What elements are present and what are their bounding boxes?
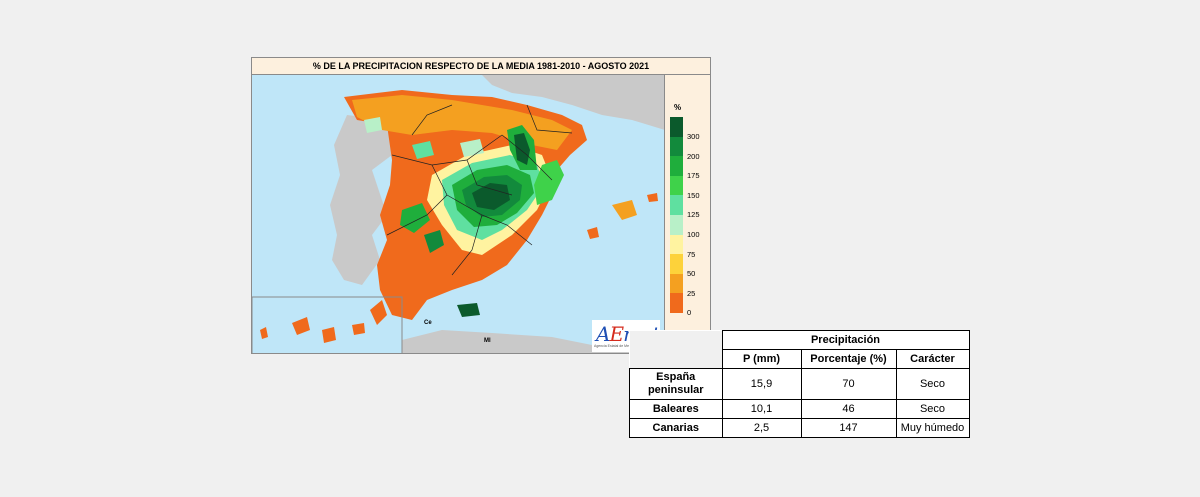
region-borders <box>386 104 573 276</box>
pct-cell: 46 <box>800 399 897 419</box>
n-wet <box>412 141 434 159</box>
label-melilla: Ml <box>484 338 491 344</box>
legend-swatch <box>670 136 683 157</box>
west-wet-2 <box>424 230 444 253</box>
france-land <box>482 75 665 130</box>
label-ceuta: Ce <box>424 320 432 326</box>
legend-label: 50 <box>687 269 696 279</box>
pct-cell: 147 <box>800 418 897 438</box>
canary-islands <box>260 300 387 343</box>
p-cell: 10,1 <box>721 399 802 419</box>
legend-label: 175 <box>687 171 700 181</box>
region-cell: Canarias <box>629 418 723 438</box>
band-300 <box>472 183 510 210</box>
portugal-land <box>330 115 392 285</box>
legend-swatch <box>670 156 683 176</box>
p-cell: 2,5 <box>721 418 802 438</box>
legend-unit: % <box>674 103 682 112</box>
col-p: P (mm) <box>721 349 802 369</box>
table-row: España peninsular 15,9 70 Seco <box>629 368 970 400</box>
canary-inset <box>252 296 403 353</box>
table-row: Canarias 2,5 147 Muy húmedo <box>629 418 970 438</box>
legend-swatch <box>670 215 683 235</box>
legend-label: 75 <box>687 249 696 259</box>
precipitation-table: Precipitación P (mm) Porcentaje (%) Cará… <box>629 330 970 438</box>
map-legend: % 300 200 175 150 125 100 75 50 25 0 <box>664 75 710 353</box>
character-cell: Seco <box>895 399 970 419</box>
nw-wet <box>364 117 382 133</box>
corsica-land <box>642 80 662 115</box>
pct-cell: 70 <box>800 368 897 400</box>
east-wet <box>534 160 564 205</box>
legend-label: 0 <box>687 308 692 318</box>
legend-label: 25 <box>687 288 696 298</box>
col-character: Carácter <box>895 349 970 369</box>
precipitation-map: % DE LA PRECIPITACION RESPECTO DE LA MED… <box>251 57 711 354</box>
mallorca <box>612 200 637 220</box>
legend-swatch <box>670 234 683 255</box>
ibiza <box>587 227 599 239</box>
group-header: Precipitación <box>721 330 970 350</box>
legend-label: 100 <box>687 230 700 239</box>
west-wet-1 <box>400 203 430 233</box>
map-canvas <box>252 75 665 353</box>
legend-swatch <box>670 175 683 196</box>
character-cell: Seco <box>895 368 970 400</box>
character-cell: Muy húmedo <box>895 418 970 438</box>
south-wet <box>457 303 480 317</box>
legend-swatch <box>670 273 683 294</box>
region-cell: España peninsular <box>629 368 723 400</box>
legend-swatch <box>670 195 683 215</box>
col-pct: Porcentaje (%) <box>800 349 897 369</box>
legend-swatch <box>670 254 683 274</box>
legend-label: 300 <box>687 132 700 141</box>
legend-swatch <box>670 117 683 137</box>
region-cell: Baleares <box>629 399 723 419</box>
legend-label: 200 <box>687 151 700 161</box>
legend-label: 125 <box>687 210 700 220</box>
ne-wet-core <box>514 133 530 165</box>
map-title: % DE LA PRECIPITACION RESPECTO DE LA MED… <box>252 58 710 75</box>
p-cell: 15,9 <box>721 368 802 400</box>
menorca <box>647 193 658 202</box>
legend-label: 150 <box>687 190 700 200</box>
legend-swatch <box>670 293 683 313</box>
table-row: Baleares 10,1 46 Seco <box>629 399 970 419</box>
